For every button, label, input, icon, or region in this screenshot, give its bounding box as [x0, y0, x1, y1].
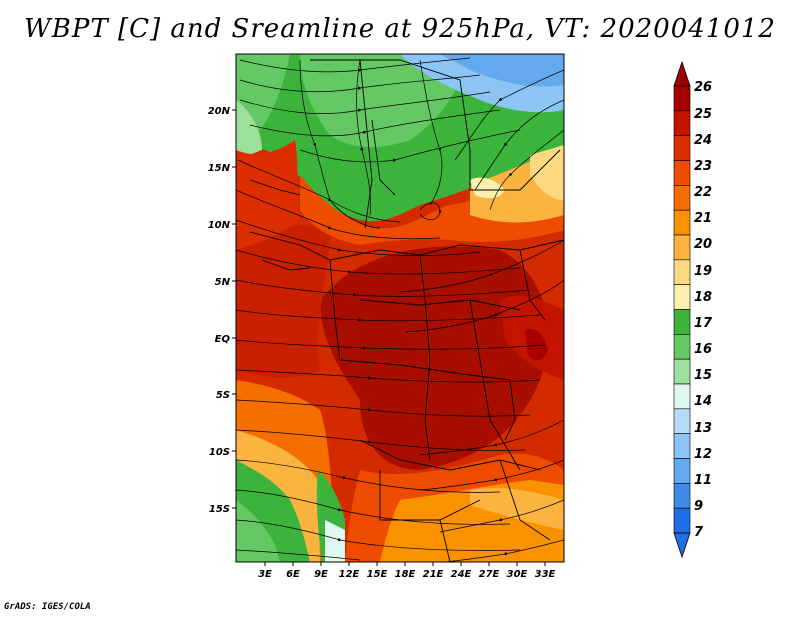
- colorbar-label: 18: [694, 290, 712, 305]
- colorbar-segment: [673, 110, 691, 136]
- streamlines: [236, 57, 564, 562]
- colorbar-label: 22: [694, 185, 712, 200]
- lat-label: 15S: [209, 504, 230, 515]
- colorbar-segment: [673, 334, 691, 360]
- lon-label: 27E: [479, 569, 500, 580]
- wbpt-transition-band: [300, 160, 564, 245]
- lat-label: 20N: [208, 106, 231, 117]
- lon-label: 30E: [507, 569, 528, 580]
- lon-label: 12E: [339, 569, 360, 580]
- colorbar-segment: [673, 85, 691, 112]
- lon-label: 9E: [314, 569, 328, 580]
- colorbar-label: 12: [694, 447, 712, 462]
- colorbar-label: 9: [694, 499, 703, 514]
- colorbar-label: 23: [694, 159, 712, 174]
- credit-text: GrADS: IGES/COLA: [4, 602, 91, 612]
- lon-label: 21E: [423, 569, 444, 580]
- colorbar-label: 13: [694, 421, 712, 436]
- wbpt-lake-region: [525, 328, 548, 361]
- lon-label: 18E: [395, 569, 416, 580]
- lat-label: 15N: [208, 163, 231, 174]
- colorbar-labels: 26 25 24 23 22 21 20 19 18 17 16 15 14 1…: [694, 80, 713, 540]
- colorbar-segment: [673, 433, 691, 459]
- colorbar-label: 16: [694, 342, 712, 357]
- map-frame: [235, 53, 565, 563]
- colorbar-label: 21: [694, 211, 712, 226]
- colorbar-segment: [673, 507, 691, 534]
- colorbar-top-triangle: [673, 60, 691, 87]
- lon-label: 33E: [535, 569, 556, 580]
- colorbar-segment: [673, 259, 691, 285]
- colorbar-label: 17: [694, 316, 713, 331]
- colorbar-segment: [673, 209, 691, 236]
- colorbar-segment: [673, 234, 691, 261]
- lon-label: 6E: [286, 569, 300, 580]
- colorbar: 26 25 24 23 22 21 20 19 18 17 16 15 14 1…: [673, 60, 713, 559]
- lon-label: 24E: [451, 569, 472, 580]
- colorbar-segment: [673, 358, 691, 385]
- latitude-axis: 20N 15N 10N 5N EQ 5S 10S 15S: [208, 106, 236, 515]
- colorbar-segment: [673, 135, 691, 161]
- colorbar-segment: [673, 185, 691, 211]
- colorbar-segment: [673, 284, 691, 310]
- wbpt-light-northwest: [236, 100, 262, 160]
- colorbar-label: 25: [694, 107, 712, 122]
- colorbar-label: 14: [694, 394, 712, 409]
- colorbar-label: 20: [694, 237, 712, 252]
- map-panel: [236, 54, 564, 562]
- wbpt-light-green-north: [300, 54, 470, 147]
- lat-label: 5S: [216, 390, 230, 401]
- wbpt-pale-east: [530, 145, 564, 200]
- colorbar-bottom-triangle: [673, 532, 691, 559]
- lat-label: 10S: [209, 447, 230, 458]
- colorbar-segments: [673, 85, 691, 534]
- colorbar-label: 26: [694, 80, 712, 95]
- colorbar-label: 15: [694, 368, 712, 383]
- lat-label: EQ: [215, 334, 231, 345]
- wbpt-green-hook: [470, 177, 505, 199]
- wbpt-core-region: [320, 246, 548, 470]
- colorbar-label: 7: [694, 525, 704, 540]
- longitude-axis: 3E 6E 9E 12E 15E 18E 21E 24E 27E 30E 33E: [258, 562, 556, 580]
- lon-label: 3E: [258, 569, 272, 580]
- wbpt-southeast-pale: [470, 488, 564, 530]
- wbpt-namib-light: [325, 520, 345, 562]
- colorbar-label: 19: [694, 264, 712, 279]
- wbpt-west-coast-warm: [236, 140, 300, 250]
- lat-label: 5N: [215, 277, 231, 288]
- lon-label: 15E: [367, 569, 388, 580]
- colorbar-label: 11: [694, 473, 712, 488]
- colorbar-segment: [673, 160, 691, 186]
- colorbar-segment: [673, 309, 691, 335]
- wbpt-cold-core: [440, 54, 564, 87]
- chart-title: WBPT [C] and Sreamline at 925hPa, VT: 20…: [24, 14, 776, 44]
- lat-label: 10N: [208, 220, 231, 231]
- colorbar-label: 24: [694, 133, 712, 148]
- country-borders: [249, 59, 564, 562]
- wbpt-southwest-lightgreen: [236, 500, 280, 562]
- colorbar-segment: [673, 408, 691, 434]
- colorbar-segment: [673, 483, 691, 509]
- colorbar-segment: [673, 458, 691, 484]
- wbpt-west-region: [236, 225, 330, 378]
- colorbar-segment: [673, 383, 691, 410]
